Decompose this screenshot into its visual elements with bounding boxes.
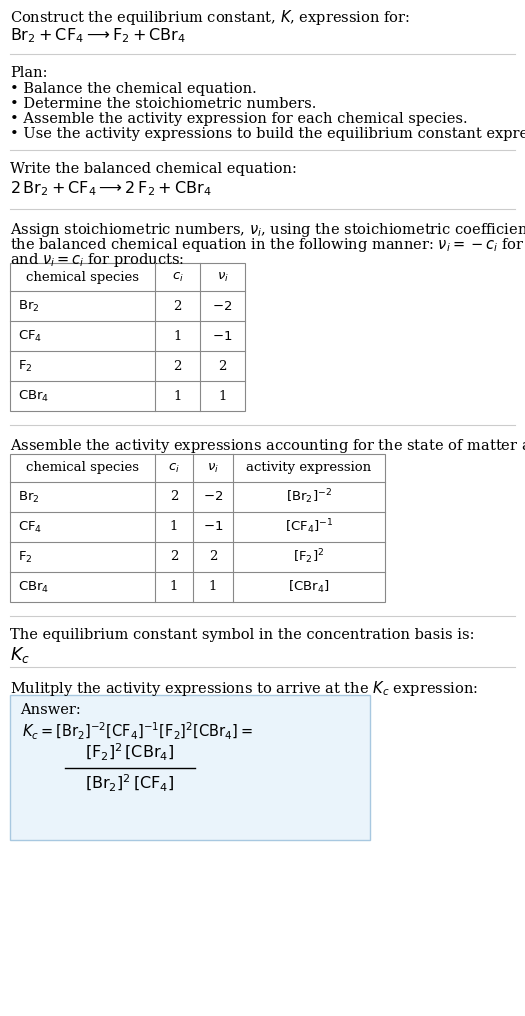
Text: 2: 2: [170, 491, 178, 504]
Text: Plan:: Plan:: [10, 66, 47, 80]
Text: $-2$: $-2$: [203, 491, 223, 504]
Text: 2: 2: [218, 360, 227, 373]
Text: and $\nu_i = c_i$ for products:: and $\nu_i = c_i$ for products:: [10, 251, 184, 269]
Text: $[\mathrm{CBr_4}]$: $[\mathrm{CBr_4}]$: [288, 579, 330, 595]
Text: 2: 2: [173, 300, 182, 313]
Text: $[\mathrm{F_2}]^{2}$: $[\mathrm{F_2}]^{2}$: [293, 548, 324, 566]
Text: • Determine the stoichiometric numbers.: • Determine the stoichiometric numbers.: [10, 97, 317, 111]
Bar: [10, 263, 245, 411]
Text: $\mathrm{Br_2}$: $\mathrm{Br_2}$: [18, 299, 39, 314]
Text: 1: 1: [209, 580, 217, 593]
Text: $\nu_i$: $\nu_i$: [216, 270, 228, 283]
Text: $-1$: $-1$: [212, 329, 233, 342]
Text: $K_c$: $K_c$: [10, 645, 30, 665]
Text: $-1$: $-1$: [203, 520, 223, 533]
Text: • Balance the chemical equation.: • Balance the chemical equation.: [10, 82, 257, 96]
Text: $K_c = [\mathrm{Br_2}]^{-2}[\mathrm{CF_4}]^{-1}[\mathrm{F_2}]^{2}[\mathrm{CBr_4}: $K_c = [\mathrm{Br_2}]^{-2}[\mathrm{CF_4…: [22, 720, 253, 742]
Text: Answer:: Answer:: [20, 703, 81, 717]
Text: Mulitply the activity expressions to arrive at the $K_c$ expression:: Mulitply the activity expressions to arr…: [10, 679, 478, 698]
Text: $\mathrm{CBr_4}$: $\mathrm{CBr_4}$: [18, 579, 49, 594]
Text: $-2$: $-2$: [213, 300, 233, 313]
Text: $\nu_i$: $\nu_i$: [207, 461, 219, 474]
Text: $\mathrm{Br_2}$: $\mathrm{Br_2}$: [18, 490, 39, 505]
Text: chemical species: chemical species: [26, 461, 139, 474]
Bar: [10, 695, 370, 840]
Text: • Assemble the activity expression for each chemical species.: • Assemble the activity expression for e…: [10, 112, 468, 126]
Text: Assign stoichiometric numbers, $\nu_i$, using the stoichiometric coefficients, $: Assign stoichiometric numbers, $\nu_i$, …: [10, 221, 525, 239]
Text: • Use the activity expressions to build the equilibrium constant expression.: • Use the activity expressions to build …: [10, 127, 525, 141]
Text: $\mathrm{CF_4}$: $\mathrm{CF_4}$: [18, 328, 43, 343]
Text: $[\mathrm{Br_2}]^{-2}$: $[\mathrm{Br_2}]^{-2}$: [286, 488, 332, 506]
Text: $\mathrm{2\,Br_2 + CF_4 \longrightarrow 2\,F_2 + CBr_4}$: $\mathrm{2\,Br_2 + CF_4 \longrightarrow …: [10, 179, 212, 198]
Text: $c_i$: $c_i$: [168, 461, 180, 474]
Text: $\mathrm{F_2}$: $\mathrm{F_2}$: [18, 550, 33, 565]
Text: activity expression: activity expression: [246, 461, 372, 474]
Text: Assemble the activity expressions accounting for the state of matter and $\nu_i$: Assemble the activity expressions accoun…: [10, 437, 525, 455]
Text: Write the balanced chemical equation:: Write the balanced chemical equation:: [10, 162, 297, 176]
Text: 1: 1: [170, 520, 178, 533]
Text: $[\mathrm{CF_4}]^{-1}$: $[\mathrm{CF_4}]^{-1}$: [285, 517, 333, 536]
Text: $\mathrm{CBr_4}$: $\mathrm{CBr_4}$: [18, 388, 49, 403]
Text: chemical species: chemical species: [26, 270, 139, 283]
Text: $c_i$: $c_i$: [172, 270, 183, 283]
Text: 1: 1: [170, 580, 178, 593]
Text: the balanced chemical equation in the following manner: $\nu_i = -c_i$ for react: the balanced chemical equation in the fo…: [10, 236, 525, 254]
Text: 2: 2: [173, 360, 182, 373]
Text: 1: 1: [173, 389, 182, 402]
Text: 1: 1: [218, 389, 227, 402]
Text: $\mathrm{Br_2 + CF_4 \longrightarrow F_2 + CBr_4}$: $\mathrm{Br_2 + CF_4 \longrightarrow F_2…: [10, 26, 186, 45]
Text: $\mathrm{F_2}$: $\mathrm{F_2}$: [18, 359, 33, 374]
Text: 2: 2: [209, 551, 217, 564]
Text: Construct the equilibrium constant, $K$, expression for:: Construct the equilibrium constant, $K$,…: [10, 8, 410, 27]
Text: 1: 1: [173, 329, 182, 342]
Text: $[\mathrm{F_2}]^2\,[\mathrm{CBr_4}]$: $[\mathrm{F_2}]^2\,[\mathrm{CBr_4}]$: [86, 742, 175, 763]
Text: $\mathrm{CF_4}$: $\mathrm{CF_4}$: [18, 519, 43, 534]
Text: 2: 2: [170, 551, 178, 564]
Bar: [10, 454, 385, 602]
Text: $[\mathrm{Br_2}]^2\,[\mathrm{CF_4}]$: $[\mathrm{Br_2}]^2\,[\mathrm{CF_4}]$: [86, 773, 175, 795]
Text: The equilibrium constant symbol in the concentration basis is:: The equilibrium constant symbol in the c…: [10, 628, 475, 642]
